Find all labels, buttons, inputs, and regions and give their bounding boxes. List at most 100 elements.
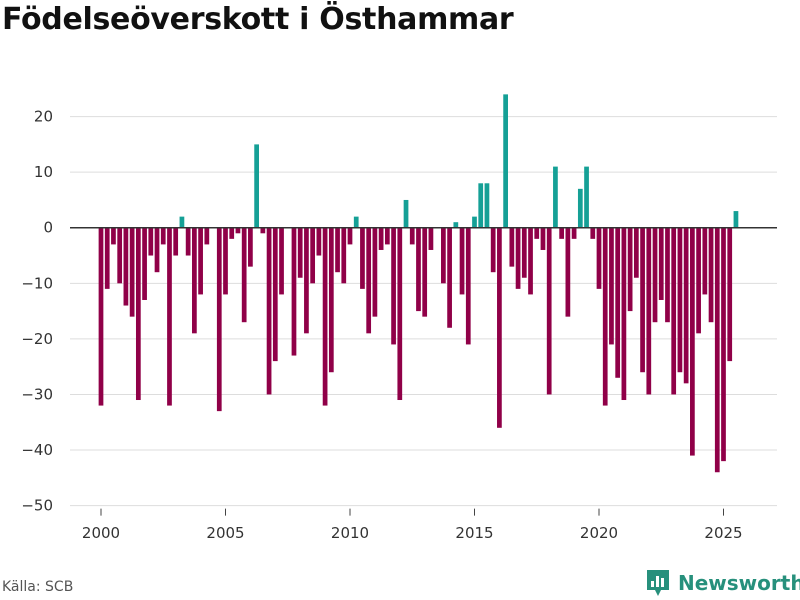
bar: [185, 227, 191, 256]
y-tick-label: −50: [21, 497, 53, 515]
bar: [198, 227, 203, 295]
bar: [304, 227, 309, 334]
bar: [559, 227, 565, 239]
bar: [696, 227, 701, 334]
bar: [117, 227, 123, 284]
bar: [403, 199, 409, 228]
bar: [428, 227, 434, 250]
bar: [646, 227, 652, 395]
bar: [167, 227, 172, 406]
newsworthy-logo-icon: [647, 570, 669, 596]
bar: [615, 227, 621, 378]
bar: [690, 227, 695, 456]
bar: [590, 227, 596, 239]
bar: [633, 227, 639, 278]
bar: [721, 227, 726, 462]
bar: [528, 227, 533, 295]
bar: [621, 227, 627, 401]
y-axis-ticks: 20 10 0 −10 −20 −30 −40 −50: [21, 108, 53, 515]
bar: [297, 227, 303, 278]
bar: [658, 227, 664, 300]
bar: [254, 144, 259, 228]
bar: [111, 227, 116, 245]
bar: [260, 227, 266, 234]
bar: [509, 227, 515, 267]
bar: [534, 227, 540, 239]
bar: [204, 227, 210, 245]
bar: [540, 227, 546, 250]
bar: [223, 227, 228, 295]
bar: [148, 227, 154, 256]
bar: [241, 227, 247, 323]
y-tick-label: −30: [21, 385, 53, 403]
bar: [291, 227, 297, 356]
bar: [272, 227, 278, 362]
bar: [142, 227, 147, 300]
bar: [677, 227, 683, 373]
y-tick-label: 10: [34, 163, 53, 181]
brand-logo[interactable]: Newsworthy: [645, 568, 800, 598]
bar: [497, 227, 502, 428]
bar: [98, 227, 104, 406]
bar: [571, 227, 577, 239]
bar: [316, 227, 322, 256]
bar: [409, 227, 415, 245]
bar: [521, 227, 527, 278]
chart-title: Födelseöverskott i Östhammar: [2, 2, 514, 37]
bar: [453, 222, 459, 228]
source-note: Källa: SCB: [2, 579, 74, 595]
bar: [135, 227, 141, 401]
bars: [98, 94, 739, 473]
bar: [104, 227, 110, 289]
bar: [235, 227, 241, 234]
bar: [733, 211, 739, 228]
bar: [123, 227, 129, 306]
bar: [515, 227, 521, 289]
bar: [553, 166, 558, 228]
bar: [503, 94, 508, 228]
bar: [416, 227, 421, 312]
bar: [335, 227, 340, 273]
bar: [627, 227, 633, 312]
y-tick-label: 20: [34, 108, 53, 126]
bar: [129, 227, 135, 317]
bar: [727, 227, 733, 362]
bar: [160, 227, 166, 245]
bar: [341, 227, 347, 284]
bar: [353, 216, 359, 228]
brand-name: Newsworthy: [678, 571, 800, 595]
bar: [360, 227, 365, 289]
bar: [683, 227, 689, 384]
bar: [714, 227, 720, 473]
bar: [328, 227, 334, 373]
bar: [609, 227, 614, 345]
bar: [229, 227, 235, 239]
y-tick-label: −40: [21, 441, 53, 459]
x-tick-label: 2015: [455, 524, 493, 542]
x-tick-label: 2005: [206, 524, 244, 542]
bar: [640, 227, 645, 373]
bar: [472, 216, 477, 228]
y-tick-label: −20: [21, 330, 53, 348]
bar: [546, 227, 552, 395]
bar: [565, 227, 571, 317]
bar: [347, 227, 353, 245]
bar: [266, 227, 272, 395]
bar: [602, 227, 608, 406]
bar: [372, 227, 378, 317]
bar: [652, 227, 658, 323]
bar: [665, 227, 670, 323]
bar: [391, 227, 396, 345]
bar: [384, 227, 390, 245]
bar: [397, 227, 403, 401]
y-tick-label: 0: [43, 219, 53, 237]
bar: [671, 227, 677, 395]
bar: [248, 227, 253, 267]
bar: [702, 227, 708, 295]
bar: [465, 227, 471, 345]
bar: [366, 227, 372, 334]
bar: [378, 227, 384, 250]
x-axis-ticks: 2000 2005 2010 2015 2020 2025: [82, 508, 743, 542]
bar: [577, 188, 583, 228]
